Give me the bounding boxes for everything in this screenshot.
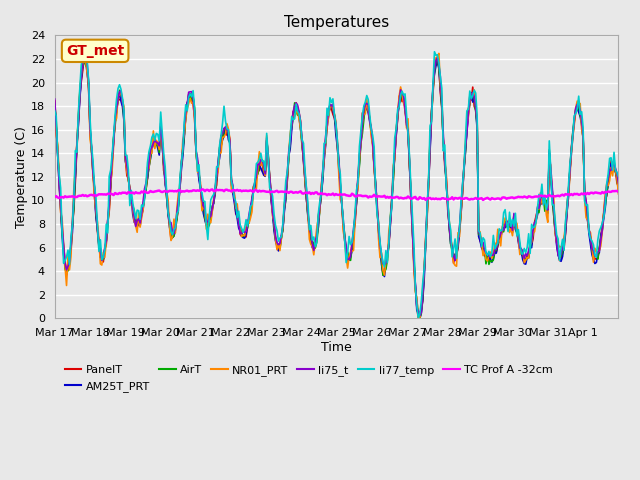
Title: Temperatures: Temperatures <box>284 15 389 30</box>
X-axis label: Time: Time <box>321 341 352 354</box>
Legend: PanelT, AM25T_PRT, AirT, NR01_PRT, li75_t, li77_temp, TC Prof A -32cm: PanelT, AM25T_PRT, AirT, NR01_PRT, li75_… <box>60 361 557 396</box>
Y-axis label: Temperature (C): Temperature (C) <box>15 126 28 228</box>
Text: GT_met: GT_met <box>66 44 124 58</box>
